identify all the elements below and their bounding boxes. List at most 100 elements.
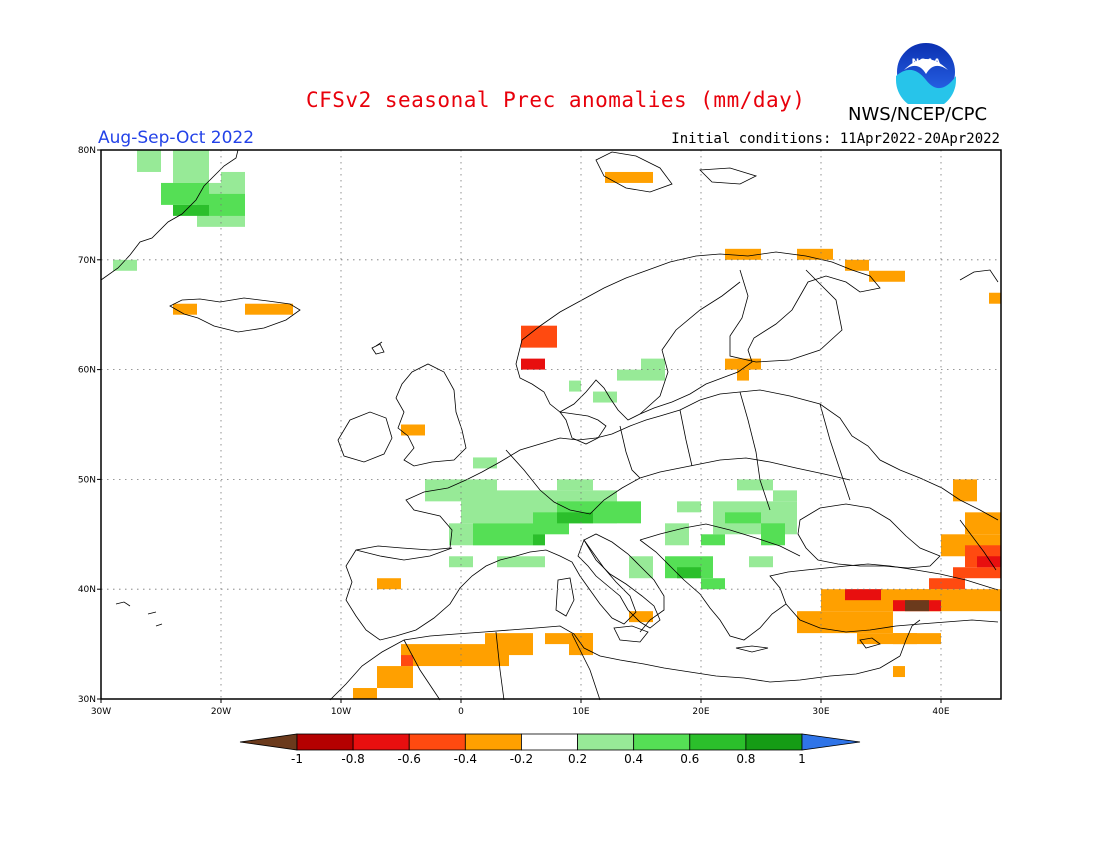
anomaly-cell [401,424,425,436]
lat-tick-label: 70N [78,256,96,266]
colorbar-segment [633,733,691,751]
anomaly-cell [473,523,533,546]
anomaly-region-scandinavia-green [569,358,665,403]
anomaly-region-norway-coast [521,325,557,348]
lat-tick-label: 80N [78,146,96,156]
coastline-scandinavia [515,251,881,421]
anomaly-cell [449,556,473,568]
anomaly-cell [401,644,461,667]
anomaly-region-turkey-brown [905,600,929,612]
lon-tick-label: 10W [331,707,351,717]
initial-conditions: Initial conditions: 11Apr2022-20Apr2022 [671,131,1000,147]
anomaly-cell [953,479,977,502]
anomaly-cell [377,578,401,590]
colorbar-label: 0.6 [680,752,699,766]
lat-tick-label: 50N [78,475,96,485]
borders-east-europe [619,391,851,511]
anomaly-region-iberia [377,578,401,590]
anomaly-cell [521,358,545,370]
colorbar-segment [689,733,747,751]
colorbar-segment [408,733,466,751]
anomaly-cell [221,171,245,194]
anomaly-region-alps-dark [533,512,593,546]
anomaly-cell [773,490,797,502]
colorbar-label: 0.2 [568,752,587,766]
anomaly-cell [725,358,761,370]
coastline-crete [735,645,769,653]
colorbar: -1 -0.8 -0.6 -0.4 -0.2 0.2 0.4 0.6 0.8 1 [239,733,861,766]
anomaly-cell [797,248,833,260]
lon-tick-label: 30W [91,707,111,717]
noaa-logo-icon: NOAA [895,41,957,104]
colorbar-segment [745,733,803,751]
anomaly-region-north-africa-red [401,655,413,667]
anomaly-cell [725,248,761,260]
borders-north-africa [403,631,601,701]
anomaly-cell [869,270,905,282]
anomaly-cell [605,171,653,183]
coastlines [100,149,999,701]
coastline-azores [115,601,163,627]
lat-tick-label: 60N [78,366,96,376]
anomaly-cell [173,204,209,216]
colorbar-label: -0.2 [510,752,533,766]
anomaly-cell [677,501,701,513]
anomaly-cell [929,578,965,590]
coastline-greenland [100,149,239,281]
coastline-italy [577,539,661,629]
anomaly-region-finland [725,358,761,381]
anomaly-cell [989,292,1001,304]
anomaly-region-svalbard [605,171,653,183]
anomaly-cell [473,457,497,469]
anomaly-cell [845,589,881,601]
lon-tick-label: 0 [458,707,464,717]
anomaly-cell [401,655,413,667]
coastline-europe [465,389,999,521]
anomaly-region-north-africa [353,611,653,699]
lon-tick-label: 10E [572,707,589,717]
forecast-period: Aug-Sep-Oct 2022 [98,128,255,148]
anomaly-region-greenland-east [113,150,245,271]
graticule [101,150,1001,699]
anomaly-cell [353,688,377,699]
anomaly-cell [905,589,941,601]
coastline-black-sea [797,503,941,569]
coastline-svalbard-east [699,167,758,185]
anomaly-cell [977,556,1001,568]
coastline-cyprus [859,637,881,649]
anomaly-cell [557,479,593,491]
coastline-novaya [959,269,999,283]
lon-tick-label: 20E [692,707,709,717]
axis-ticks: 30W 20W 10W 0 10E 20E 30E 40E 30N 40N 50N 60N 70N 80N [78,146,950,717]
anomaly-cell [617,369,641,381]
coastline-caspian [959,519,997,571]
colorbar-segment [296,733,354,751]
anomaly-cell [797,611,893,634]
lat-tick-label: 30N [78,695,96,705]
coastline-turkey [785,603,999,633]
anomaly-cell [497,556,545,568]
anomaly-cell [761,523,785,546]
border-finland [729,269,843,363]
anomaly-cell [749,556,773,568]
chart-title: CFSv2 seasonal Prec anomalies (mm/day) [306,88,806,112]
anomaly-cell [893,633,917,645]
anomaly-region-greenland-core [161,182,245,216]
anomaly-cell [929,589,1001,612]
anomaly-cell [521,325,557,348]
coastline-faroe [371,343,385,355]
anomaly-cell [173,303,197,315]
anomaly-cell [629,611,653,623]
anomaly-cell [953,567,1001,579]
anomaly-cell [737,369,749,381]
noaa-logo-text: NOAA [912,58,941,68]
colorbar-label: 0.8 [736,752,755,766]
lon-tick-label: 40E [932,707,949,717]
lat-tick-label: 40N [78,585,96,595]
anomaly-cell [701,534,725,546]
anomaly-region-uk [401,424,425,436]
anomaly-cell [485,633,533,656]
coastline-sicily [613,625,649,643]
organization-label: NWS/NCEP/CPC [848,104,988,125]
colorbar-label: -1 [291,752,303,766]
